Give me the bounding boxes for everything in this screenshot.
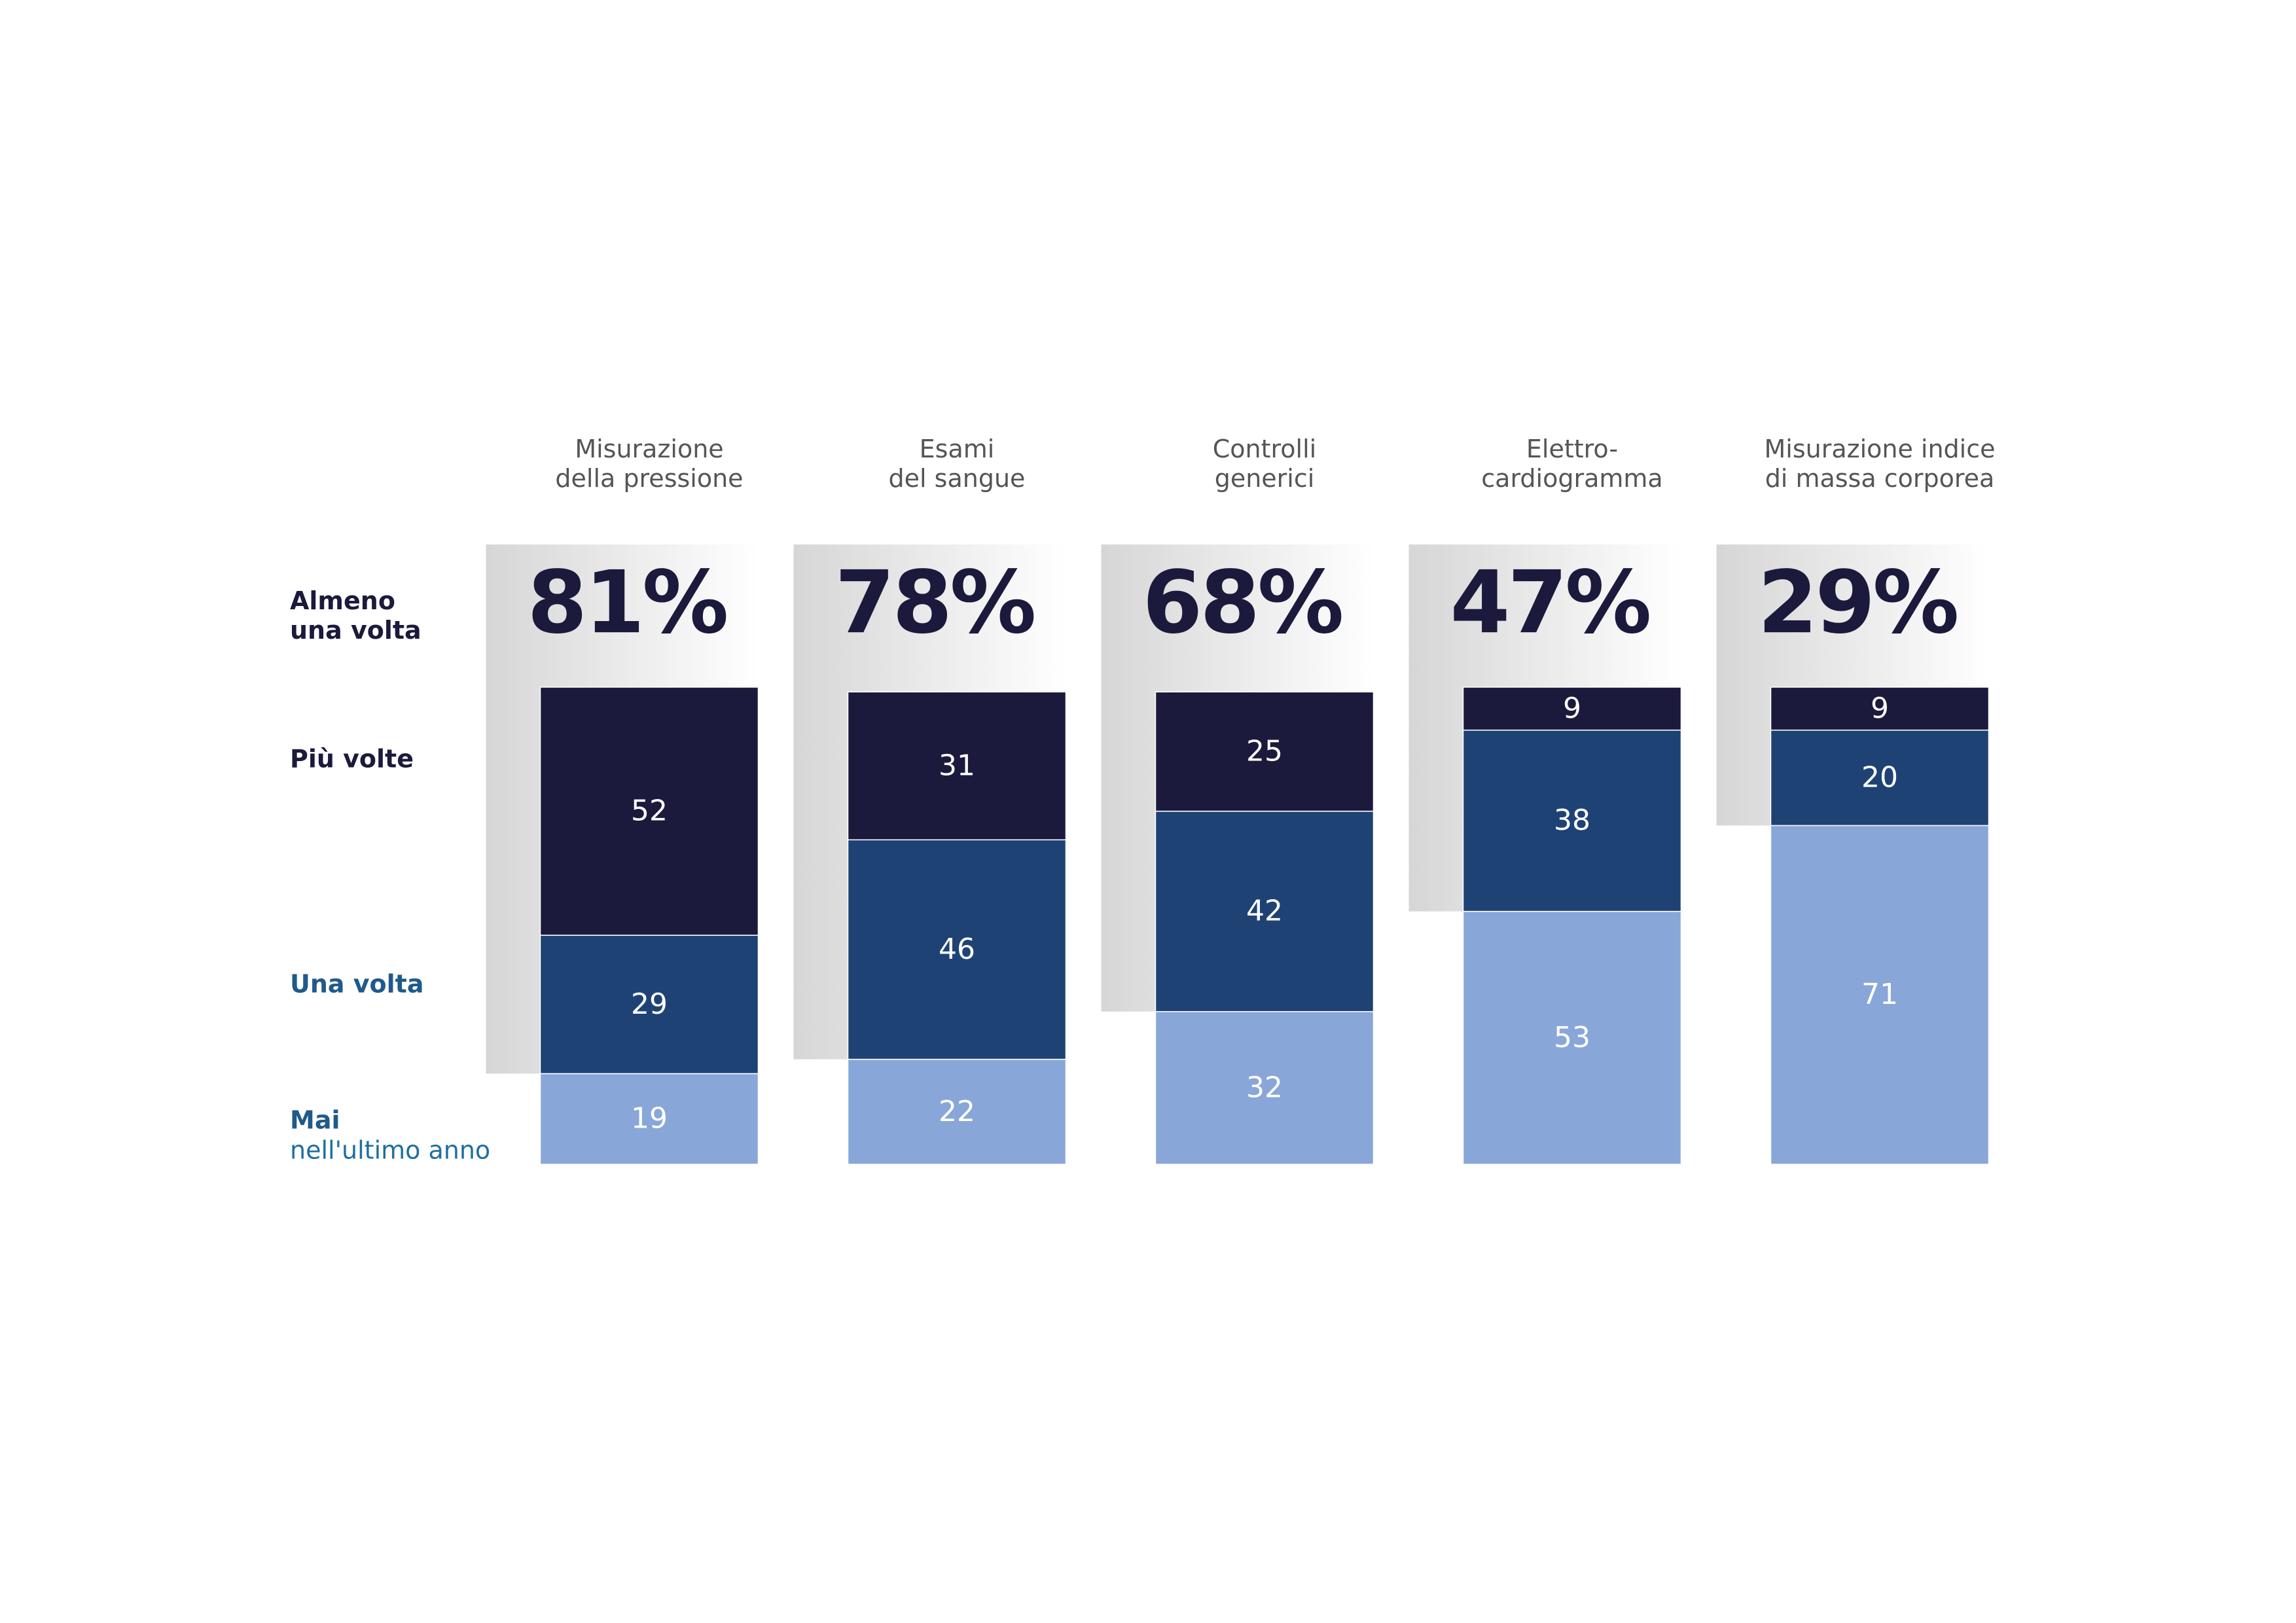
category-label: Controlli generici — [1213, 435, 1316, 493]
bar-segment — [539, 935, 759, 1075]
category-label: Misurazione indice di massa corporea — [1764, 435, 1995, 493]
total-label: 47% — [1450, 552, 1650, 653]
value-label: 38 — [1554, 804, 1590, 837]
bar-segment — [1155, 691, 1374, 812]
value-label: 46 — [939, 933, 975, 966]
bar-segment — [1462, 910, 1682, 1165]
bar-segment — [1155, 810, 1374, 1012]
bar-segment — [847, 1058, 1067, 1165]
category-label: Misurazione della pressione — [555, 435, 743, 493]
legend-total: Almeno una volta — [290, 586, 422, 645]
total-label: 68% — [1143, 552, 1342, 653]
bar-segment — [847, 691, 1067, 841]
bar-segment — [1770, 729, 1990, 827]
value-label: 9 — [1871, 692, 1889, 725]
bar-segment — [539, 687, 759, 936]
legend-entry: Più volte — [290, 745, 414, 774]
category-label: Esami del sangue — [889, 435, 1026, 493]
value-label: 29 — [631, 988, 668, 1021]
total-label: 29% — [1758, 552, 1958, 653]
value-label: 20 — [1861, 761, 1898, 794]
legend-entry: Una volta — [290, 970, 424, 999]
legend-entry: Mai — [290, 1106, 340, 1135]
legend-note: nell'ultimo anno — [290, 1136, 490, 1165]
total-label: 78% — [835, 552, 1035, 653]
bar-segment — [1770, 825, 1990, 1165]
value-label: 52 — [631, 794, 668, 828]
bar-segment — [1770, 687, 1990, 731]
bar-segment — [847, 839, 1067, 1060]
value-label: 25 — [1246, 734, 1283, 768]
value-label: 19 — [631, 1102, 668, 1135]
value-label: 42 — [1246, 895, 1283, 928]
bar-segment — [539, 1073, 759, 1165]
bar-segment — [1462, 729, 1682, 912]
value-label: 71 — [1861, 978, 1898, 1011]
value-label: 53 — [1554, 1021, 1590, 1054]
category-label: Elettro-cardiogramma — [1481, 435, 1662, 493]
value-label: 31 — [939, 749, 975, 782]
value-label: 9 — [1563, 692, 1581, 725]
total-label: 81% — [528, 552, 727, 653]
value-label: 22 — [939, 1095, 975, 1128]
bar-segment — [1462, 687, 1682, 731]
value-label: 32 — [1246, 1071, 1283, 1104]
